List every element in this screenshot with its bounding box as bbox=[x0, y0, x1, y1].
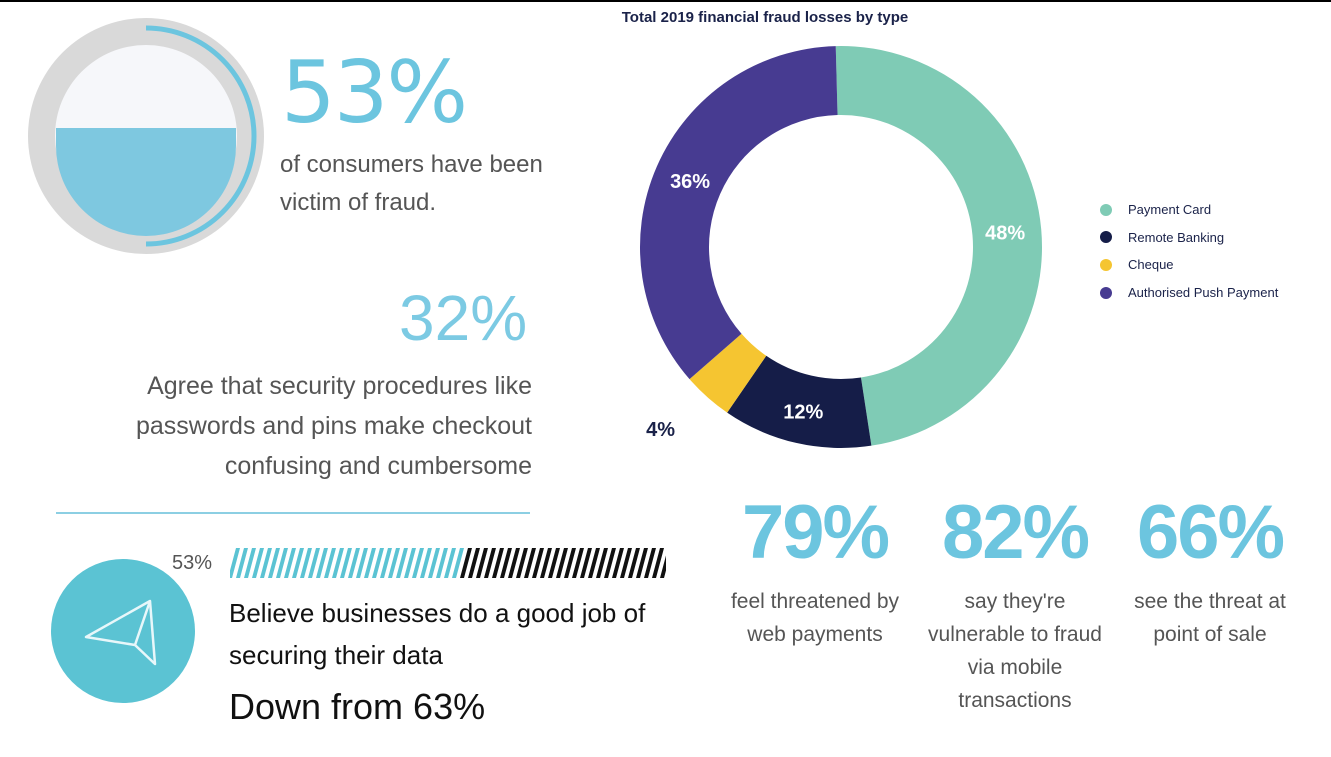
donut-slice-authorised-push-payment bbox=[640, 46, 838, 380]
bar-filled-stripe bbox=[412, 548, 424, 578]
bar-empty-stripe bbox=[620, 548, 632, 578]
bar-filled-stripe bbox=[388, 548, 400, 578]
bar-empty-stripe bbox=[652, 548, 664, 578]
bar-filled-stripe bbox=[268, 548, 280, 578]
bar-filled-stripe bbox=[404, 548, 416, 578]
bar-filled-stripe bbox=[428, 548, 440, 578]
trust-bar-label: 53% bbox=[172, 552, 213, 574]
bar-filled-stripe bbox=[236, 548, 248, 578]
bar-filled-stripe bbox=[380, 548, 392, 578]
stat-point-of-sale-value: 66% bbox=[1136, 490, 1285, 575]
bar-filled-stripe bbox=[276, 548, 288, 578]
bar-empty-stripe bbox=[644, 548, 656, 578]
donut-value-label: 4% bbox=[646, 419, 675, 441]
legend-label: Payment Card bbox=[1128, 202, 1212, 218]
donut-value-label: 36% bbox=[670, 171, 710, 193]
bar-empty-stripe bbox=[548, 548, 560, 578]
legend-swatch bbox=[1100, 286, 1112, 299]
stat-mobile-value: 82% bbox=[941, 490, 1090, 575]
donut-slice-payment-card bbox=[835, 46, 1042, 446]
bar-empty-stripe bbox=[580, 548, 592, 578]
bar-empty-stripe bbox=[612, 548, 624, 578]
stat-point-of-sale-text: see the threat at point of sale bbox=[1134, 590, 1286, 646]
top-border bbox=[0, 0, 1331, 2]
bar-filled-stripe bbox=[372, 548, 384, 578]
water-level-gauge-icon bbox=[28, 18, 264, 254]
stat-mobile-text: say they're vulnerable to fraud via mobi… bbox=[928, 590, 1102, 712]
bar-empty-stripe bbox=[508, 548, 520, 578]
stat-web-payments-text: feel threatened by web payments bbox=[730, 590, 900, 646]
bar-empty-stripe bbox=[500, 548, 512, 578]
legend-swatch bbox=[1100, 258, 1112, 271]
paper-plane-icon bbox=[51, 559, 195, 703]
donut-value-label: 12% bbox=[783, 402, 823, 424]
bar-empty-stripe bbox=[556, 548, 568, 578]
chart-legend: Payment Card Remote Banking Cheque Authoris… bbox=[1100, 196, 1278, 306]
legend-label: Authorised Push Payment bbox=[1128, 285, 1279, 301]
bar-empty-stripe bbox=[540, 548, 552, 578]
legend-label: Remote Banking bbox=[1128, 229, 1225, 245]
legend-item: Remote Banking bbox=[1100, 224, 1278, 252]
stat-point-of-sale: 66% see the threat at point of sale bbox=[1110, 495, 1310, 651]
chart-title: Total 2019 financial fraud losses by typ… bbox=[621, 9, 909, 26]
bar-filled-stripe bbox=[292, 548, 304, 578]
bar-empty-stripe bbox=[460, 548, 472, 578]
donut-chart: 48% 12% 4% 36% bbox=[640, 46, 1042, 448]
bar-filled-stripe bbox=[444, 548, 456, 578]
bar-empty-stripe bbox=[596, 548, 608, 578]
bar-empty-stripe bbox=[564, 548, 576, 578]
bar-filled-stripe bbox=[420, 548, 432, 578]
bar-filled-stripe bbox=[260, 548, 272, 578]
bar-filled-stripe bbox=[452, 548, 464, 578]
bar-empty-stripe bbox=[572, 548, 584, 578]
legend-item: Authorised Push Payment bbox=[1100, 279, 1278, 307]
divider bbox=[56, 512, 530, 514]
security-percent: 32% bbox=[399, 282, 528, 354]
bar-filled-stripe bbox=[316, 548, 328, 578]
bar-empty-stripe bbox=[628, 548, 640, 578]
bar-filled-stripe bbox=[300, 548, 312, 578]
bar-filled-stripe bbox=[332, 548, 344, 578]
bar-filled-stripe bbox=[284, 548, 296, 578]
bar-empty-stripe bbox=[660, 555, 666, 578]
legend-swatch bbox=[1100, 231, 1112, 244]
bar-empty-stripe bbox=[516, 548, 528, 578]
bar-empty-stripe bbox=[468, 548, 480, 578]
bar-empty-stripe bbox=[636, 548, 648, 578]
bar-filled-stripe bbox=[356, 548, 368, 578]
stat-mobile: 82% say they're vulnerable to fraud via … bbox=[925, 495, 1105, 717]
trust-progress-bar bbox=[230, 548, 666, 578]
legend-label: Cheque bbox=[1128, 257, 1174, 273]
stat-web-payments-value: 79% bbox=[741, 490, 890, 575]
security-text: Agree that security procedures like pass… bbox=[135, 372, 532, 480]
donut-value-label: 48% bbox=[985, 222, 1025, 244]
bar-empty-stripe bbox=[532, 548, 544, 578]
bar-filled-stripe bbox=[324, 548, 336, 578]
bar-empty-stripe bbox=[604, 548, 616, 578]
legend-swatch bbox=[1100, 203, 1112, 216]
legend-item: Cheque bbox=[1100, 251, 1278, 279]
fraud-victims-percent: 53% bbox=[281, 43, 468, 143]
trust-subtext: Down from 63% bbox=[229, 686, 486, 727]
bar-filled-stripe bbox=[252, 548, 264, 578]
bar-filled-stripe bbox=[244, 548, 256, 578]
bar-empty-stripe bbox=[588, 548, 600, 578]
bar-filled-stripe bbox=[396, 548, 408, 578]
bar-filled-stripe bbox=[436, 548, 448, 578]
bar-filled-stripe bbox=[348, 548, 360, 578]
donut-slice-remote-banking bbox=[727, 355, 872, 448]
bar-empty-stripe bbox=[524, 548, 536, 578]
bar-filled-stripe bbox=[230, 548, 240, 578]
bar-filled-stripe bbox=[308, 548, 320, 578]
bar-empty-stripe bbox=[492, 548, 504, 578]
bar-empty-stripe bbox=[476, 548, 488, 578]
trust-text: Believe businesses do a good job of secu… bbox=[229, 598, 646, 670]
bar-empty-stripe bbox=[484, 548, 496, 578]
donut-slice-cheque bbox=[689, 333, 767, 413]
bar-filled-stripe bbox=[364, 548, 376, 578]
stat-web-payments: 79% feel threatened by web payments bbox=[720, 495, 910, 651]
bar-filled-stripe bbox=[340, 548, 352, 578]
fraud-victims-text: of consumers have been victim of fraud. bbox=[280, 151, 543, 216]
legend-item: Payment Card bbox=[1100, 196, 1278, 224]
